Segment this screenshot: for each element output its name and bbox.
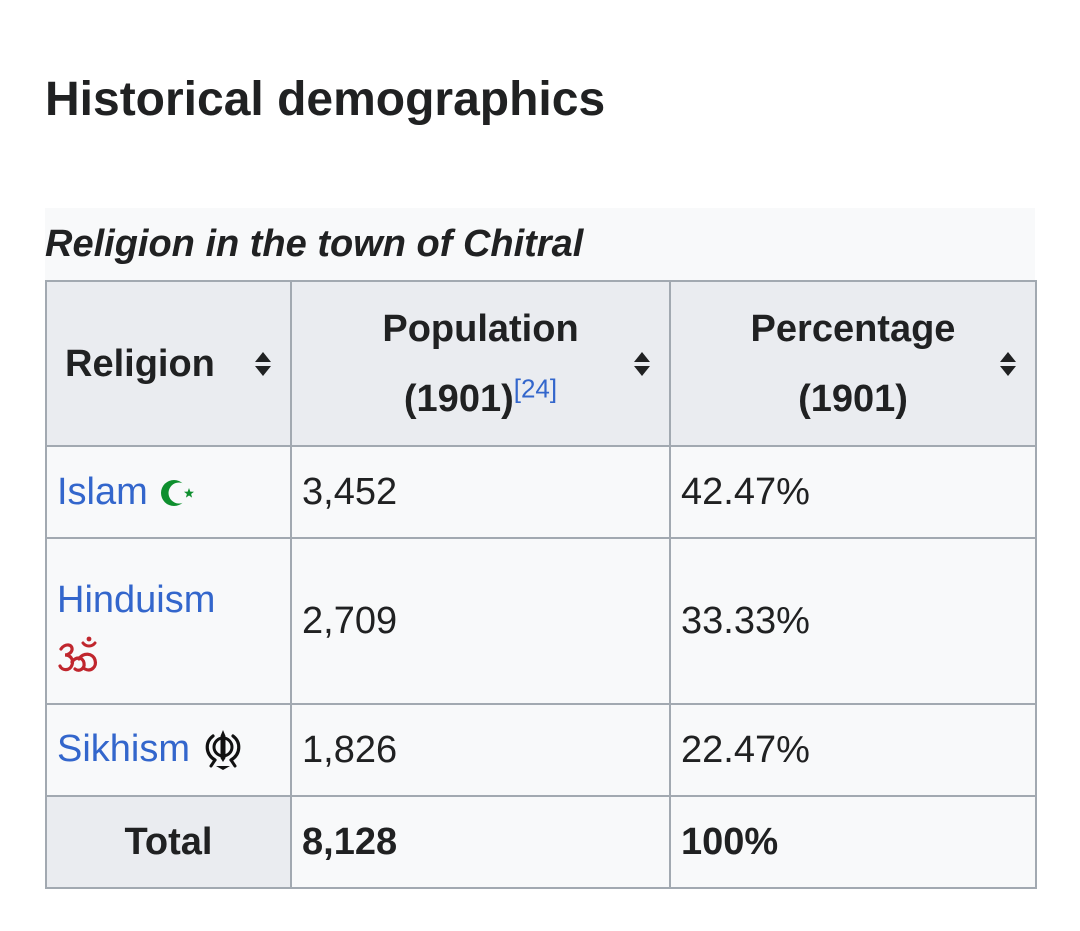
column-header-percentage-line1: Percentage bbox=[750, 307, 956, 350]
column-header-population-line2: (1901) bbox=[403, 377, 514, 420]
table-caption: Religion in the town of Chitral bbox=[45, 208, 1035, 280]
table-row: Sikhism 1,826 22.47% bbox=[45, 703, 1037, 797]
column-header-religion[interactable]: Religion bbox=[45, 280, 292, 447]
religion-table-wrapper: Religion in the town of Chitral Religion… bbox=[45, 208, 1037, 889]
crescent-star-icon bbox=[161, 480, 195, 507]
page-title: Historical demographics bbox=[45, 73, 606, 126]
column-header-percentage-line2: (1901) bbox=[798, 377, 908, 420]
sort-icon[interactable] bbox=[633, 350, 651, 378]
percentage-cell: 22.47% bbox=[669, 703, 1037, 797]
religion-cell-hinduism: Hinduism bbox=[45, 537, 292, 705]
total-percentage-cell: 100% bbox=[669, 795, 1037, 889]
religion-cell-sikhism: Sikhism bbox=[45, 703, 292, 797]
sort-icon[interactable] bbox=[254, 350, 272, 378]
table-total-row: Total 8,128 100% bbox=[45, 795, 1037, 889]
column-header-population-line1: Population bbox=[382, 307, 579, 350]
total-label: Total bbox=[45, 795, 292, 889]
religion-link-islam[interactable]: Islam bbox=[57, 470, 148, 513]
population-cell: 2,709 bbox=[290, 537, 671, 705]
column-header-population[interactable]: Population (1901)[24] bbox=[290, 280, 671, 447]
percentage-cell: 33.33% bbox=[669, 537, 1037, 705]
total-population-cell: 8,128 bbox=[290, 795, 671, 889]
om-icon bbox=[58, 637, 97, 673]
column-header-percentage[interactable]: Percentage (1901) bbox=[669, 280, 1037, 447]
column-header-religion-label: Religion bbox=[65, 342, 215, 385]
religion-link-sikhism[interactable]: Sikhism bbox=[57, 727, 191, 770]
table-row: Hinduism 2,709 33.33% bbox=[45, 537, 1037, 705]
religion-table: Religion Population (1901)[24] bbox=[45, 280, 1037, 889]
table-row: Islam 3,452 42.47% bbox=[45, 445, 1037, 539]
sort-icon[interactable] bbox=[999, 350, 1017, 378]
reference-link-24[interactable]: [24] bbox=[513, 372, 558, 403]
religion-cell-islam: Islam bbox=[45, 445, 292, 539]
table-header-row: Religion Population (1901)[24] bbox=[45, 280, 1037, 447]
religion-link-hinduism[interactable]: Hinduism bbox=[57, 578, 216, 621]
percentage-cell: 42.47% bbox=[669, 445, 1037, 539]
population-cell: 1,826 bbox=[290, 703, 671, 797]
khanda-icon bbox=[205, 730, 240, 771]
population-cell: 3,452 bbox=[290, 445, 671, 539]
